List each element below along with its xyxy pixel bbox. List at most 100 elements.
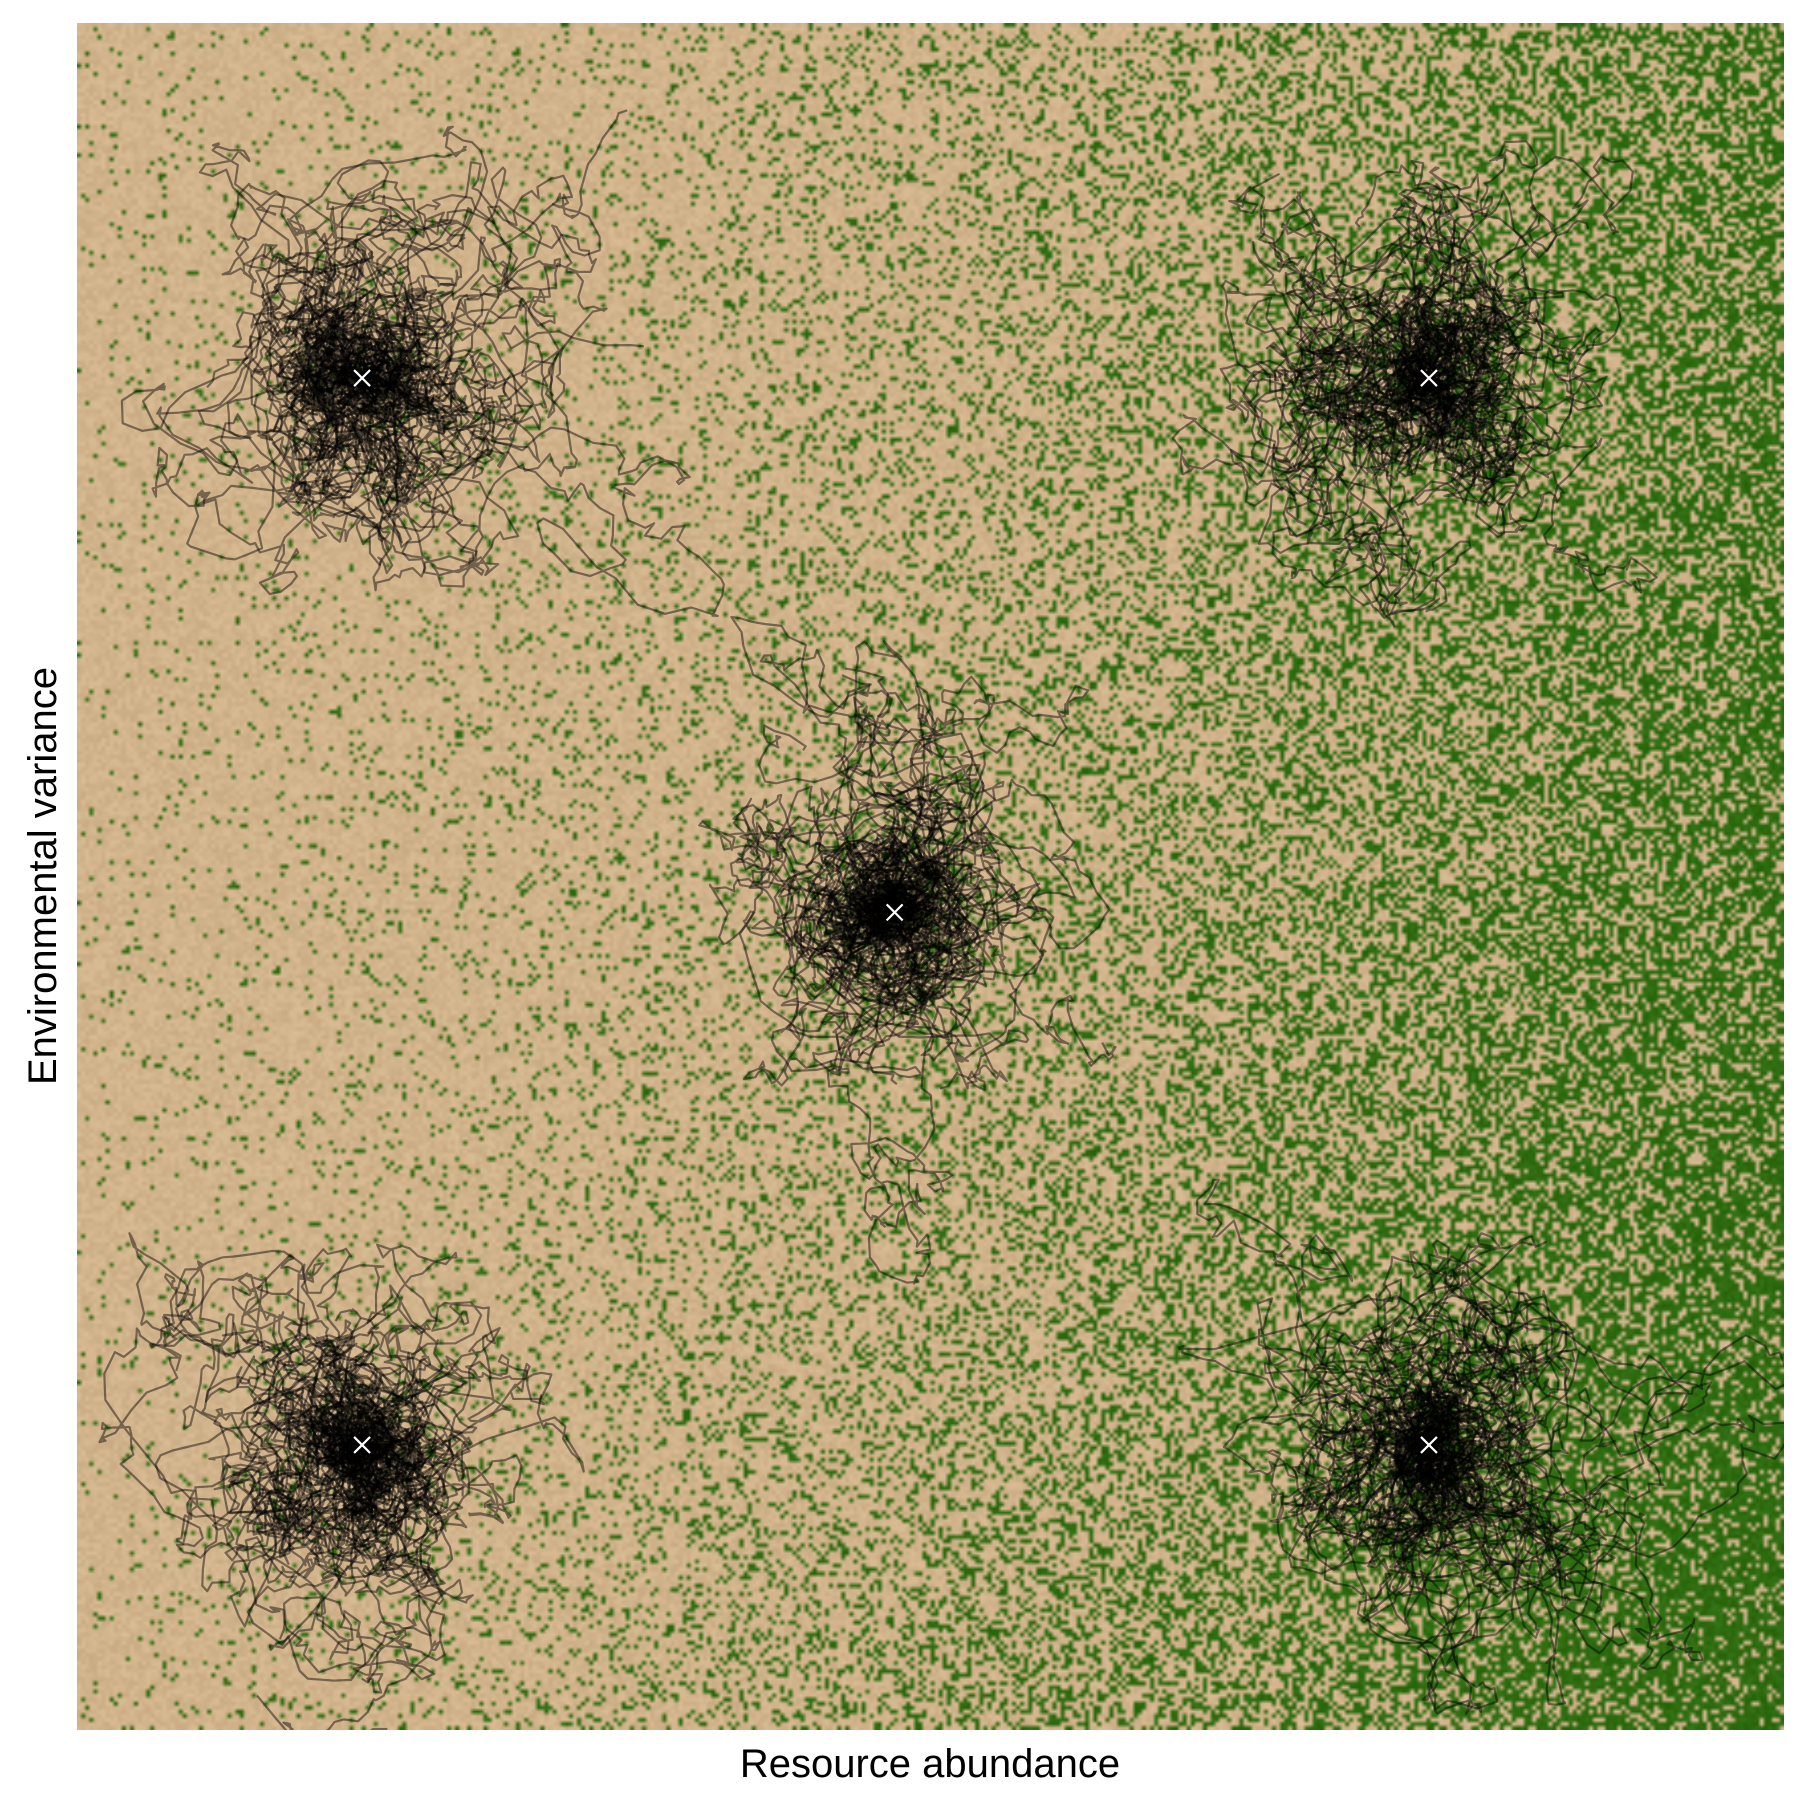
trajectory-path: [278, 360, 578, 565]
trajectory-path: [1326, 204, 1544, 440]
trajectory-path: [1293, 301, 1528, 535]
trajectory-path: [319, 1389, 440, 1579]
trajectory-path: [1415, 287, 1585, 462]
trajectory-path: [1390, 1394, 1481, 1504]
trajectory-path: [759, 640, 970, 1028]
trajectory-path: [314, 336, 468, 505]
trajectory-path: [1305, 1290, 1563, 1537]
trajectory-path: [321, 1396, 408, 1597]
trajectory-path: [1268, 237, 1449, 439]
trajectory-path: [163, 1272, 363, 1536]
trajectory-path: [316, 330, 438, 451]
trajectory-path: [245, 1406, 409, 1534]
trajectory-cluster: [120, 109, 725, 617]
trajectory-path: [805, 797, 1076, 958]
trajectory-path: [279, 1403, 445, 1578]
trajectory-path: [361, 166, 725, 617]
trajectory-path: [1374, 1398, 1457, 1521]
trajectory-path: [250, 1443, 431, 1590]
trajectory-path: [292, 333, 390, 551]
trajectory-path: [1267, 1345, 1529, 1550]
trajectory-path: [304, 1406, 405, 1488]
trajectory-path: [840, 844, 934, 948]
trajectory-path: [229, 125, 489, 380]
trajectory-path: [751, 840, 997, 988]
trajectory-path: [330, 353, 486, 549]
trajectory-path: [815, 885, 952, 981]
trajectory-path: [835, 780, 1005, 1000]
trajectory-path: [266, 307, 429, 418]
trajectory-path: [1309, 1421, 1449, 1480]
trajectory-path: [305, 1383, 413, 1502]
trajectory-path: [1414, 1390, 1488, 1482]
trajectory-path: [319, 322, 441, 415]
x-axis-label: Resource abundance: [740, 1742, 1120, 1786]
trajectory-path: [211, 1408, 446, 1694]
trajectory-path: [851, 788, 966, 940]
trajectory-path: [1245, 166, 1480, 445]
trajectory-path: [327, 239, 439, 475]
trajectory-path: [783, 824, 1017, 1090]
trajectory-path: [154, 1337, 445, 1605]
trajectory-path: [834, 841, 1012, 972]
trajectory-path: [794, 732, 985, 1013]
trajectory-path: [327, 1393, 454, 1502]
trajectory-path: [1367, 317, 1566, 526]
trajectory-path: [736, 705, 968, 949]
trajectory-path: [256, 1317, 473, 1559]
trajectory-path: [1254, 341, 1448, 616]
trajectory-path: [854, 863, 925, 952]
trajectory-path: [832, 872, 935, 949]
trajectory-path: [280, 232, 476, 421]
trajectory-path: [339, 311, 452, 416]
trajectory-path: [1289, 215, 1520, 417]
trajectory-path: [1358, 1232, 1547, 1566]
trajectory-path: [1311, 1259, 1526, 1701]
trajectory-path: [305, 1327, 501, 1637]
trajectory-path: [1408, 322, 1486, 451]
trajectory-path: [1257, 155, 1634, 555]
trajectory-path: [1219, 287, 1445, 480]
trajectory-path: [197, 252, 417, 518]
trajectory-path: [1390, 364, 1658, 594]
trajectory-path: [1372, 1394, 1449, 1547]
trajectory-path: [817, 778, 1111, 1010]
trajectory-path: [224, 1349, 446, 1661]
trajectory-path: [1304, 327, 1468, 475]
trajectory-path: [1276, 1385, 1688, 1571]
trajectory-path: [708, 843, 910, 1016]
trajectory-path: [1177, 1289, 1576, 1538]
trajectory-path: [235, 1372, 468, 1577]
trajectory-path: [823, 879, 937, 973]
trajectory-path: [257, 1319, 449, 1580]
trajectory-path: [281, 159, 574, 454]
trajectory-path: [893, 801, 1117, 1067]
trajectory-path: [256, 1254, 465, 1483]
trajectory-path: [698, 787, 932, 993]
trajectory-path: [246, 1243, 458, 1524]
trajectory-path: [345, 286, 470, 470]
trajectory-path: [1300, 344, 1557, 538]
trajectory-path: [221, 237, 374, 489]
trajectory-path: [284, 303, 432, 467]
trajectory-path: [1398, 1378, 1504, 1526]
trajectory-path: [293, 290, 403, 438]
trajectory-path: [1400, 322, 1525, 482]
trajectory-path: [120, 243, 494, 504]
trajectory-path: [1407, 273, 1516, 381]
trajectory-path: [1377, 1335, 1524, 1503]
trajectory-path: [1323, 1342, 1511, 1561]
trajectory-path: [1327, 1409, 1483, 1520]
trajectory-path: [220, 1342, 393, 1520]
trajectory-cluster: [1171, 140, 1658, 628]
trajectory-path: [1395, 1344, 1625, 1588]
trajectory-path: [156, 311, 370, 596]
trajectory-path: [1369, 1366, 1437, 1499]
trajectory-path: [1406, 1419, 1477, 1495]
trajectory-path: [1242, 233, 1512, 471]
trajectory-path: [318, 1391, 439, 1479]
trajectory-path: [847, 911, 985, 1079]
trajectory-path: [1398, 322, 1469, 411]
trajectory-path: [1404, 332, 1608, 478]
